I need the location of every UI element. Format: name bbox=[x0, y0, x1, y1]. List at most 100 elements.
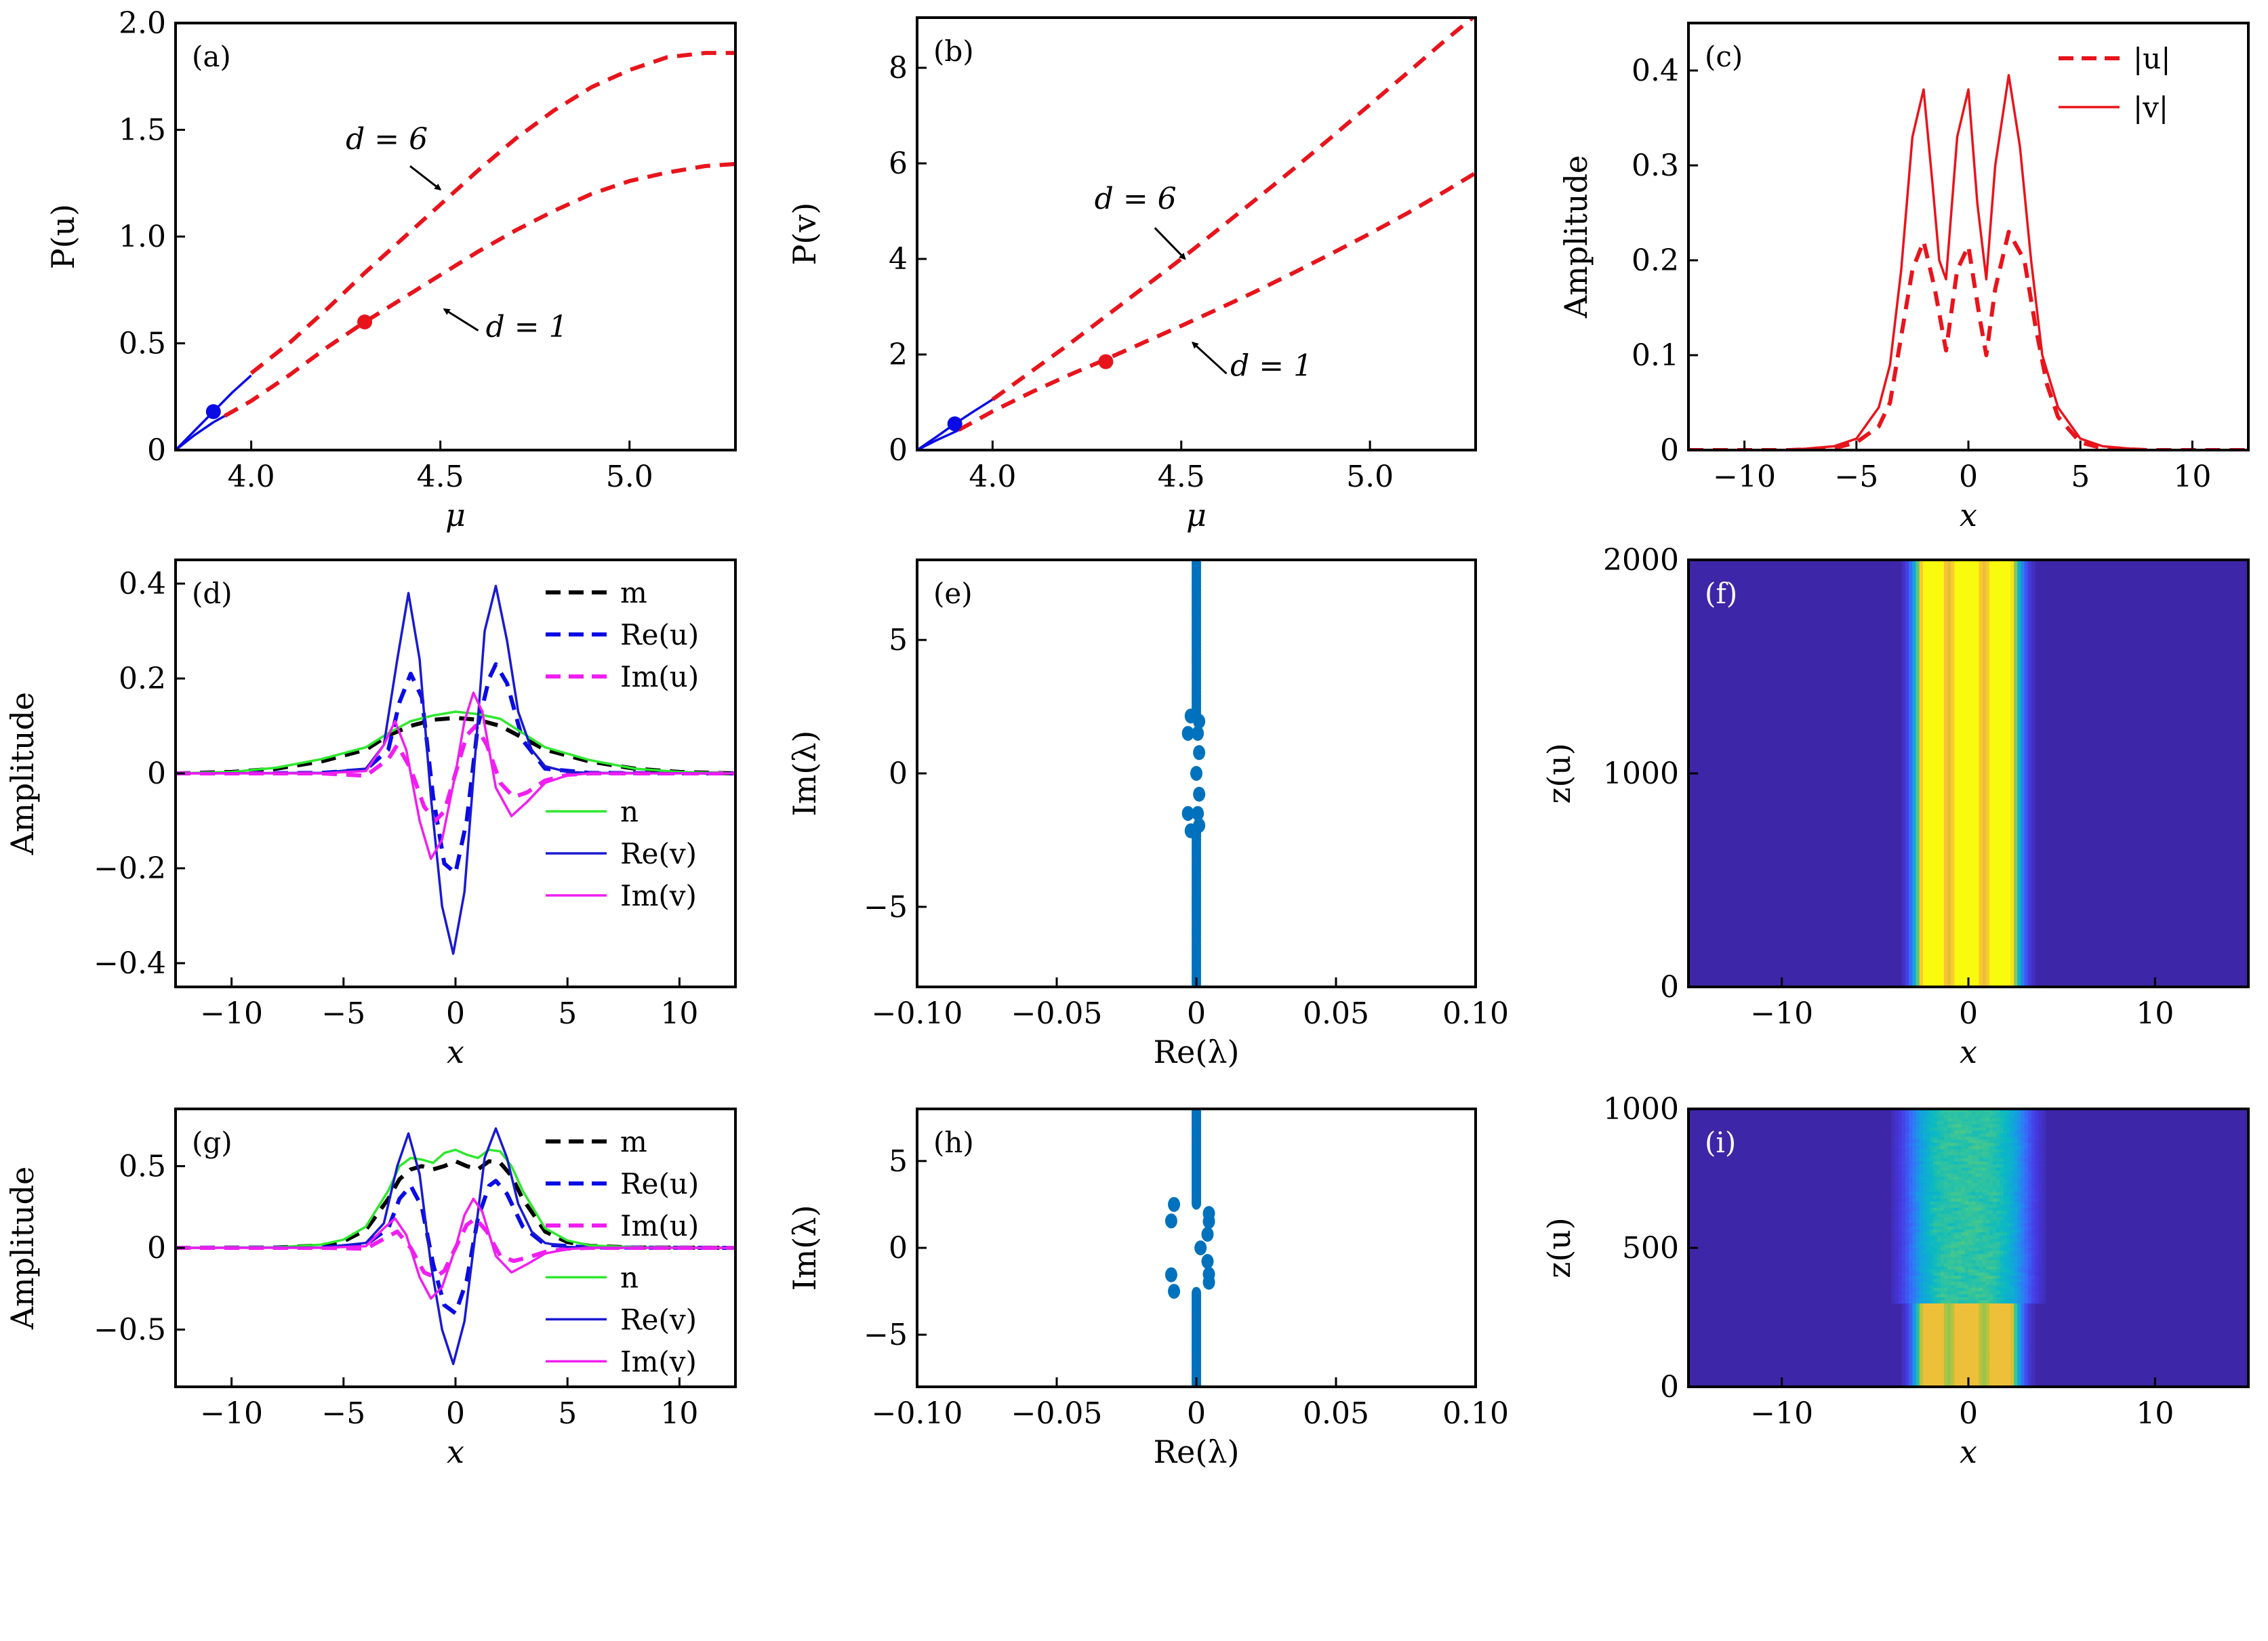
heatmap-cell bbox=[1898, 1137, 1903, 1141]
heatmap-cell bbox=[1947, 1217, 1951, 1221]
legend-label: m bbox=[620, 576, 647, 609]
heatmap-cell bbox=[1996, 1352, 2001, 1357]
heatmap-cell bbox=[1937, 1312, 1941, 1316]
heatmap-cell bbox=[2017, 1133, 2022, 1137]
heatmap-cell bbox=[2031, 1297, 2036, 1301]
heatmap-cell bbox=[1922, 1220, 1927, 1224]
heatmap-cell bbox=[2010, 1383, 2014, 1387]
heatmap-cell bbox=[2006, 1352, 2011, 1357]
heatmap-cell bbox=[1919, 1356, 1924, 1360]
heatmap-cell bbox=[1916, 1328, 1920, 1332]
series-im-u- bbox=[176, 1216, 735, 1280]
heatmap-cell bbox=[2031, 1179, 2036, 1183]
heatmap-cell bbox=[2021, 1365, 2025, 1369]
heatmap-cell bbox=[1933, 1340, 1938, 1344]
heatmap-cell bbox=[1909, 1362, 1913, 1366]
heatmap-cell bbox=[1951, 1109, 1955, 1113]
heatmap-cell bbox=[1951, 1260, 1955, 1264]
heatmap-cell bbox=[1993, 1272, 1997, 1276]
heatmap-cell bbox=[1947, 1371, 1951, 1375]
x-tick-label: 5.0 bbox=[606, 460, 653, 494]
heatmap-cell bbox=[1993, 1269, 1997, 1274]
heatmap-cell bbox=[1895, 1204, 1899, 1209]
heatmap-cell bbox=[1979, 1263, 1983, 1267]
heatmap-cell bbox=[2031, 1161, 2036, 1165]
heatmap-cell bbox=[1940, 1217, 1945, 1221]
heatmap-cell bbox=[1919, 1201, 1924, 1205]
heatmap-cell bbox=[1901, 1155, 1906, 1159]
heatmap-cell bbox=[1898, 1124, 1903, 1128]
heatmap-cell bbox=[1954, 1198, 1959, 1202]
heatmap-cell bbox=[1919, 1109, 1924, 1113]
heatmap-cell bbox=[1891, 1121, 1896, 1125]
heatmap-cell bbox=[2038, 1133, 2043, 1137]
heatmap-cell bbox=[1922, 1133, 1927, 1137]
heatmap-cell bbox=[1926, 560, 1930, 987]
heatmap-cell bbox=[1982, 1127, 1987, 1131]
heatmap-cell bbox=[1975, 1109, 1980, 1113]
heatmap-cell bbox=[1926, 1171, 1930, 1175]
heatmap-cell bbox=[1912, 1383, 1917, 1387]
heatmap-cell bbox=[2035, 1276, 2039, 1280]
heatmap-cell bbox=[2017, 1263, 2022, 1267]
heatmap-cell bbox=[1937, 1112, 1941, 1116]
heatmap-cell bbox=[2031, 1139, 2036, 1143]
heatmap-cell bbox=[2031, 1158, 2036, 1162]
heatmap-cell bbox=[1905, 1310, 1909, 1314]
heatmap-cell bbox=[2024, 1189, 2029, 1193]
heatmap-cell bbox=[1933, 1291, 1938, 1295]
heatmap-cell bbox=[1996, 1223, 2001, 1227]
heatmap-cell bbox=[1943, 1235, 1948, 1239]
heatmap-cell bbox=[1905, 1362, 1909, 1366]
heatmap-cell bbox=[1905, 1352, 1909, 1357]
heatmap-cell bbox=[2017, 1257, 2022, 1261]
heatmap-cell bbox=[1982, 1316, 1987, 1320]
heatmap-cell bbox=[1916, 1121, 1920, 1125]
heatmap-cell bbox=[1905, 1220, 1909, 1224]
heatmap-cell bbox=[2000, 1312, 2004, 1316]
heatmap-cell bbox=[1943, 1186, 1948, 1190]
plot-area bbox=[1181, 560, 1206, 987]
heatmap-cell bbox=[2014, 1177, 2018, 1181]
heatmap-cell bbox=[1909, 1149, 1913, 1153]
heatmap-cell bbox=[1912, 1229, 1917, 1233]
heatmap-cell bbox=[1940, 1183, 1945, 1187]
heatmap-cell bbox=[1943, 1207, 1948, 1211]
heatmap-cell bbox=[1947, 1149, 1951, 1153]
heatmap-cell bbox=[2017, 1291, 2022, 1295]
heatmap-cell bbox=[1926, 1303, 1930, 1308]
heatmap-cell bbox=[2006, 1316, 2011, 1320]
heatmap-cell bbox=[2021, 1374, 2025, 1378]
heatmap-cell bbox=[2006, 1179, 2011, 1183]
heatmap-cell bbox=[1909, 1211, 1913, 1215]
heatmap-cell bbox=[2014, 1211, 2018, 1215]
heatmap-cell bbox=[1891, 1179, 1896, 1183]
heatmap-cell bbox=[1930, 1211, 1934, 1215]
heatmap-cell bbox=[1905, 1186, 1909, 1190]
heatmap-cell bbox=[1964, 1130, 1969, 1135]
heatmap-cell bbox=[2024, 1291, 2029, 1295]
heatmap-cell bbox=[2010, 1318, 2014, 1322]
heatmap-cell bbox=[1926, 1207, 1930, 1211]
heatmap-cell bbox=[2027, 1300, 2032, 1304]
heatmap-cell bbox=[2021, 1139, 2025, 1143]
heatmap-cell bbox=[2021, 1294, 2025, 1298]
heatmap-cell bbox=[1926, 1365, 1930, 1369]
heatmap-cell bbox=[1975, 1350, 1980, 1354]
heatmap-cell bbox=[2010, 1380, 2014, 1385]
heatmap-cell bbox=[2000, 1276, 2004, 1280]
heatmap-cell bbox=[1947, 1291, 1951, 1295]
heatmap-cell bbox=[1940, 1312, 1945, 1316]
heatmap-cell bbox=[2006, 1211, 2011, 1215]
heatmap-cell bbox=[1926, 1229, 1930, 1233]
heatmap-cell bbox=[2035, 1248, 2039, 1252]
heatmap-cell bbox=[1964, 1198, 1969, 1202]
panel-label: (c) bbox=[1705, 40, 1743, 73]
heatmap-cell bbox=[1951, 1207, 1955, 1211]
heatmap-cell bbox=[1954, 1371, 1959, 1375]
heatmap-cell bbox=[1975, 1269, 1980, 1274]
heatmap-cell bbox=[1964, 1263, 1969, 1267]
heatmap-cell bbox=[1905, 1115, 1909, 1119]
heatmap-cell bbox=[1961, 1352, 1966, 1357]
